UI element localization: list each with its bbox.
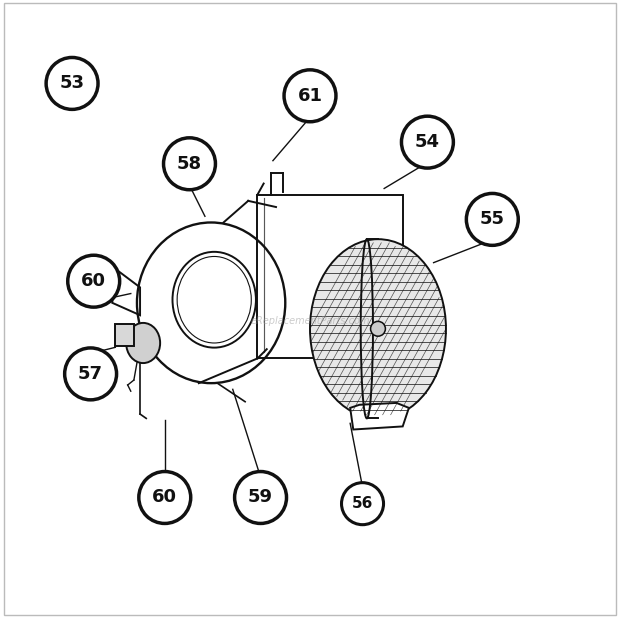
Circle shape — [68, 255, 120, 307]
Text: 60: 60 — [153, 488, 177, 507]
Circle shape — [371, 321, 386, 336]
Circle shape — [402, 116, 453, 168]
Bar — [115, 324, 134, 346]
Circle shape — [234, 472, 286, 523]
Circle shape — [466, 193, 518, 245]
Circle shape — [46, 57, 98, 109]
Circle shape — [284, 70, 336, 122]
Text: 55: 55 — [480, 210, 505, 229]
Ellipse shape — [172, 252, 256, 347]
Text: 60: 60 — [81, 272, 106, 290]
Text: 61: 61 — [298, 87, 322, 105]
Circle shape — [64, 348, 117, 400]
Text: 54: 54 — [415, 133, 440, 151]
Ellipse shape — [310, 239, 446, 418]
Text: 58: 58 — [177, 154, 202, 173]
Text: 59: 59 — [248, 488, 273, 507]
Ellipse shape — [126, 323, 160, 363]
Circle shape — [342, 483, 384, 525]
Circle shape — [139, 472, 191, 523]
Text: 53: 53 — [60, 74, 84, 93]
Text: eReplacementParts.com: eReplacementParts.com — [250, 316, 370, 326]
Text: 56: 56 — [352, 496, 373, 511]
Text: 57: 57 — [78, 365, 103, 383]
Circle shape — [164, 138, 215, 190]
Polygon shape — [350, 403, 409, 430]
